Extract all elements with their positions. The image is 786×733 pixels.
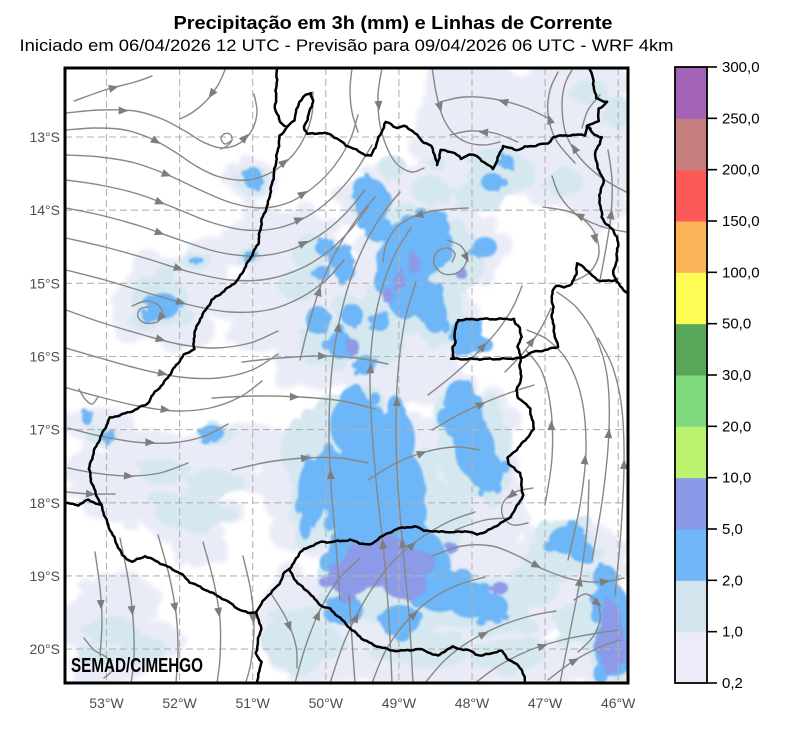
svg-text:20°S: 20°S <box>29 641 60 657</box>
svg-text:300,0: 300,0 <box>722 59 760 76</box>
svg-text:52°W: 52°W <box>162 695 197 711</box>
svg-text:2,0: 2,0 <box>722 572 743 589</box>
svg-text:200,0: 200,0 <box>722 162 760 179</box>
svg-text:50,0: 50,0 <box>722 316 751 333</box>
svg-text:Precipitação em 3h (mm) e Linh: Precipitação em 3h (mm) e Linhas de Corr… <box>174 13 613 33</box>
svg-text:18°S: 18°S <box>29 495 60 511</box>
svg-text:49°W: 49°W <box>382 695 417 711</box>
svg-text:46°W: 46°W <box>601 695 636 711</box>
svg-text:30,0: 30,0 <box>722 367 751 384</box>
svg-text:47°W: 47°W <box>528 695 563 711</box>
svg-text:5,0: 5,0 <box>722 521 743 538</box>
svg-text:1,0: 1,0 <box>722 624 743 641</box>
svg-text:13°S: 13°S <box>29 129 60 145</box>
svg-text:17°S: 17°S <box>29 422 60 438</box>
svg-text:SEMAD/CIMEHGO: SEMAD/CIMEHGO <box>71 655 203 677</box>
svg-text:19°S: 19°S <box>29 568 60 584</box>
svg-text:53°W: 53°W <box>89 695 124 711</box>
svg-text:250,0: 250,0 <box>722 110 760 127</box>
svg-text:14°S: 14°S <box>29 202 60 218</box>
svg-text:48°W: 48°W <box>455 695 490 711</box>
svg-text:16°S: 16°S <box>29 349 60 365</box>
svg-text:0,2: 0,2 <box>722 675 743 692</box>
svg-text:10,0: 10,0 <box>722 470 751 487</box>
svg-text:150,0: 150,0 <box>722 213 760 230</box>
svg-text:51°W: 51°W <box>236 695 271 711</box>
svg-text:15°S: 15°S <box>29 275 60 291</box>
svg-text:Iniciado em 06/04/2026 12 UTC: Iniciado em 06/04/2026 12 UTC - Previsão… <box>20 36 674 55</box>
svg-text:100,0: 100,0 <box>722 264 760 281</box>
svg-text:20,0: 20,0 <box>722 418 751 435</box>
svg-text:50°W: 50°W <box>309 695 344 711</box>
